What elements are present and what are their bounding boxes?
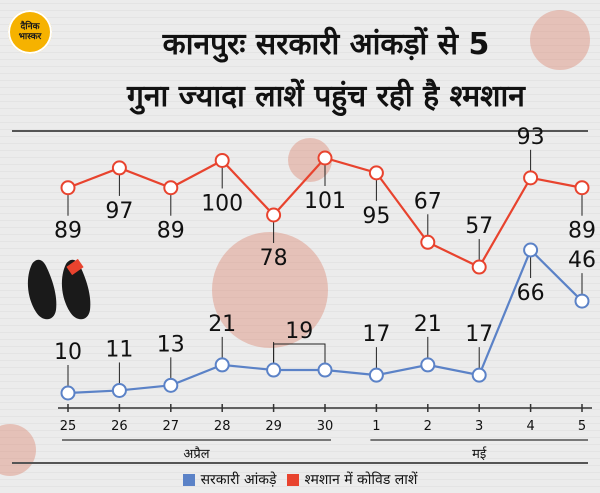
legend-swatch-govt (182, 473, 195, 486)
top-rule (12, 130, 588, 132)
point-0-3 (471, 259, 487, 275)
point-1-5 (574, 293, 590, 309)
data-label-1-26: 11 (105, 337, 133, 362)
data-label-1-bracket: 19 (285, 319, 313, 344)
data-label-0-26: 97 (105, 199, 133, 224)
data-label-1-3: 17 (465, 322, 493, 347)
point-0-1 (368, 165, 384, 181)
point-0-4 (523, 170, 539, 186)
x-tick-label-29: 29 (265, 419, 282, 434)
point-0-27 (163, 180, 179, 196)
bracket-29-30 (273, 343, 326, 371)
point-1-3 (471, 367, 487, 383)
legend-item-govt: सरकारी आंकड़े (182, 470, 277, 489)
point-1-1 (368, 367, 384, 383)
point-1-28 (214, 357, 230, 373)
point-1-27 (163, 377, 179, 393)
point-0-5 (574, 180, 590, 196)
data-label-0-29: 78 (260, 246, 288, 271)
data-label-1-25: 10 (54, 340, 82, 365)
point-1-30 (317, 362, 333, 378)
x-tick-label-30: 30 (317, 419, 334, 434)
data-label-0-2: 67 (414, 189, 442, 214)
x-tick-label-4: 4 (526, 419, 534, 434)
logo-line-1: दैनिक (20, 22, 40, 32)
x-tick-label-27: 27 (163, 419, 180, 434)
point-0-26 (111, 160, 127, 176)
legend-label-govt: सरकारी आंकड़े (200, 472, 277, 488)
data-label-0-1: 95 (362, 204, 390, 229)
point-0-29 (266, 207, 282, 223)
data-label-0-27: 89 (157, 219, 185, 244)
point-0-2 (420, 234, 436, 250)
data-label-1-5: 46 (568, 248, 596, 273)
bottom-rule (12, 462, 588, 464)
x-tick-label-25: 25 (60, 419, 77, 434)
x-tick-label-28: 28 (214, 419, 231, 434)
title-line-2: गुना ज्यादा लाशें पहुंच रही है श्मशान (127, 79, 525, 114)
data-label-0-5: 89 (568, 219, 596, 244)
point-1-26 (111, 382, 127, 398)
legend-item-crematorium: श्मशान में कोविड लाशें (286, 470, 418, 489)
legend: सरकारी आंकड़े श्मशान में कोविड लाशें (0, 466, 600, 493)
x-tick-label-3: 3 (475, 419, 483, 434)
data-label-0-30: 101 (304, 189, 346, 214)
data-label-0-28: 100 (201, 191, 243, 216)
data-label-1-1: 17 (362, 322, 390, 347)
x-tick-label-1: 1 (372, 419, 380, 434)
point-1-29 (266, 362, 282, 378)
x-tick-label-2: 2 (424, 419, 432, 434)
month-label-1: मई (472, 446, 487, 462)
data-label-0-4: 93 (517, 125, 545, 150)
logo-line-2: भास्कर (18, 32, 42, 42)
data-label-1-4: 66 (517, 281, 545, 306)
dainik-bhaskar-logo: दैनिक भास्कर (8, 10, 52, 54)
point-1-4 (523, 242, 539, 258)
data-label-1-28: 21 (208, 312, 236, 337)
x-tick-label-26: 26 (111, 419, 128, 434)
data-label-0-3: 57 (465, 214, 493, 239)
month-label-0: अप्रैल (183, 446, 209, 462)
data-label-1-27: 13 (157, 332, 185, 357)
title-line-1: कानपुरः सरकारी आंकड़ों से 5 (162, 27, 490, 62)
point-1-2 (420, 357, 436, 373)
point-1-25 (60, 385, 76, 401)
feet-icon (27, 258, 91, 320)
x-tick-label-5: 5 (578, 419, 586, 434)
point-0-28 (214, 152, 230, 168)
data-label-1-2: 21 (414, 312, 442, 337)
point-0-30 (317, 150, 333, 166)
toe-tag-icon (66, 258, 84, 276)
legend-label-crematorium: श्मशान में कोविड लाशें (304, 472, 418, 488)
point-0-25 (60, 180, 76, 196)
legend-swatch-crematorium (286, 473, 299, 486)
virus-decoration (0, 10, 590, 476)
data-label-0-25: 89 (54, 219, 82, 244)
